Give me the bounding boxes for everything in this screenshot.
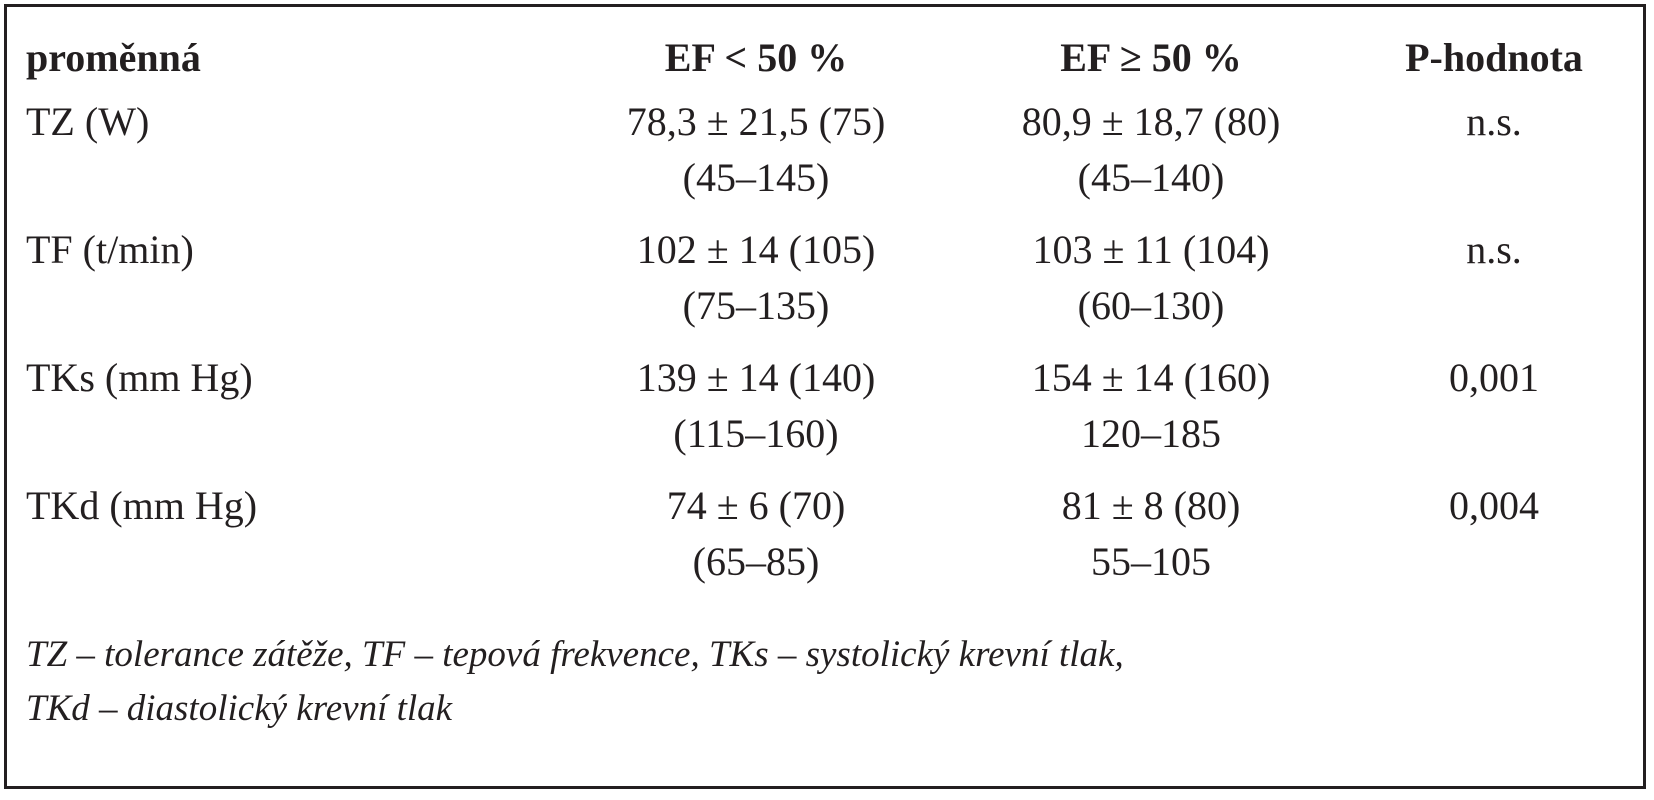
cell-mean-sd-median: 80,9 ± 18,7 (80) bbox=[1021, 99, 1281, 144]
header-ef-at-least-50: EF ≥ 50 % bbox=[1060, 35, 1242, 80]
cell-ef-at-least-50: 154 ± 14 (160) 120–185 bbox=[946, 350, 1356, 478]
cell-mean-sd-median: 139 ± 14 (140) bbox=[636, 355, 876, 400]
cell-range: (65–85) bbox=[692, 539, 820, 584]
cell-range: 55–105 bbox=[1091, 539, 1211, 584]
table-footnote: TZ – tolerance zátěže, TF – tepová frekv… bbox=[26, 628, 1626, 736]
header-variable: proměnná bbox=[26, 35, 201, 80]
cell-range: (75–135) bbox=[682, 283, 830, 328]
footnote-line: TKd – diastolický krevní tlak bbox=[26, 688, 453, 729]
row-variable: TKd (mm Hg) bbox=[26, 483, 258, 528]
table-row: TKs (mm Hg) 139 ± 14 (140) (115–160) 154… bbox=[26, 350, 1632, 478]
row-variable: TF (t/min) bbox=[26, 227, 194, 272]
table-frame bbox=[4, 4, 1646, 789]
stats-table: proměnná EF < 50 % EF ≥ 50 % P-hodnota T… bbox=[26, 30, 1632, 606]
cell-ef-at-least-50: 103 ± 11 (104) (60–130) bbox=[946, 222, 1356, 350]
header-ef-below-50: EF < 50 % bbox=[664, 35, 848, 80]
table-row: TF (t/min) 102 ± 14 (105) (75–135) 103 ±… bbox=[26, 222, 1632, 350]
cell-ef-below-50: 139 ± 14 (140) (115–160) bbox=[566, 350, 946, 478]
cell-ef-at-least-50: 80,9 ± 18,7 (80) (45–140) bbox=[946, 94, 1356, 222]
row-variable: TZ (W) bbox=[26, 99, 150, 144]
cell-range: (115–160) bbox=[673, 411, 839, 456]
cell-p-value: n.s. bbox=[1466, 99, 1522, 144]
cell-mean-sd-median: 154 ± 14 (160) bbox=[1031, 355, 1271, 400]
header-row: proměnná EF < 50 % EF ≥ 50 % P-hodnota bbox=[26, 30, 1632, 94]
cell-mean-sd-median: 78,3 ± 21,5 (75) bbox=[626, 99, 886, 144]
cell-mean-sd-median: 81 ± 8 (80) bbox=[1061, 483, 1241, 528]
cell-mean-sd-median: 102 ± 14 (105) bbox=[636, 227, 876, 272]
cell-p-value: n.s. bbox=[1466, 227, 1522, 272]
cell-ef-at-least-50: 81 ± 8 (80) 55–105 bbox=[946, 478, 1356, 606]
cell-p-value: 0,004 bbox=[1449, 483, 1539, 528]
header-p-value: P-hodnota bbox=[1405, 35, 1583, 80]
table-row: TZ (W) 78,3 ± 21,5 (75) (45–145) 80,9 ± … bbox=[26, 94, 1632, 222]
cell-ef-below-50: 74 ± 6 (70) (65–85) bbox=[566, 478, 946, 606]
cell-ef-below-50: 78,3 ± 21,5 (75) (45–145) bbox=[566, 94, 946, 222]
cell-ef-below-50: 102 ± 14 (105) (75–135) bbox=[566, 222, 946, 350]
table-row: TKd (mm Hg) 74 ± 6 (70) (65–85) 81 ± 8 (… bbox=[26, 478, 1632, 606]
row-variable: TKs (mm Hg) bbox=[26, 355, 253, 400]
footnote-line: TZ – tolerance zátěže, TF – tepová frekv… bbox=[26, 634, 1124, 675]
cell-mean-sd-median: 74 ± 6 (70) bbox=[666, 483, 846, 528]
cell-range: 120–185 bbox=[1081, 411, 1221, 456]
cell-range: (45–140) bbox=[1077, 155, 1225, 200]
cell-range: (45–145) bbox=[682, 155, 830, 200]
cell-p-value: 0,001 bbox=[1449, 355, 1539, 400]
cell-range: (60–130) bbox=[1077, 283, 1225, 328]
cell-mean-sd-median: 103 ± 11 (104) bbox=[1032, 227, 1270, 272]
